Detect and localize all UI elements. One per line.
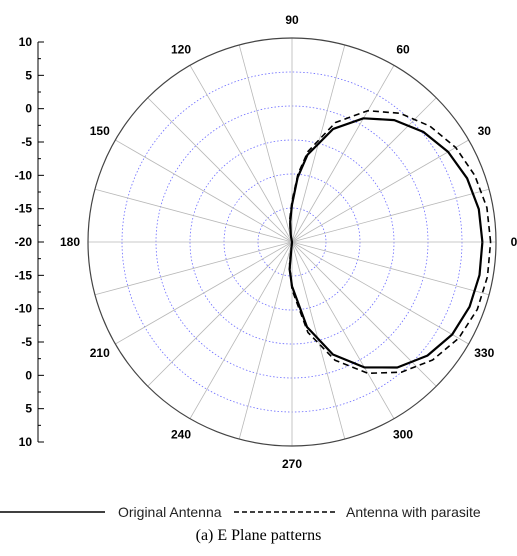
grid-spoke bbox=[291, 241, 395, 419]
legend-label-original: Original Antenna bbox=[118, 504, 222, 520]
grid-spoke bbox=[291, 97, 437, 243]
grid-spoke bbox=[291, 241, 469, 345]
angle-label: 270 bbox=[282, 457, 302, 471]
polar-grid bbox=[87, 37, 497, 447]
grid-spoke bbox=[291, 188, 490, 243]
angle-label: 60 bbox=[396, 43, 410, 57]
grid-spoke bbox=[147, 241, 293, 387]
angle-label: 210 bbox=[90, 346, 110, 360]
radial-tick-label: -15 bbox=[15, 202, 33, 216]
outer-ring bbox=[87, 37, 497, 447]
radial-tick-label: -20 bbox=[15, 235, 33, 249]
radial-tick-label: -5 bbox=[21, 135, 32, 149]
radial-tick-label: 5 bbox=[25, 68, 32, 82]
radial-tick-label: -15 bbox=[15, 268, 33, 282]
grid-spoke bbox=[238, 241, 293, 440]
angle-label: 330 bbox=[474, 346, 494, 360]
figure-caption: (a) E Plane patterns bbox=[195, 527, 322, 544]
grid-spoke bbox=[238, 44, 293, 243]
angle-label: 0 bbox=[511, 235, 517, 249]
angle-label: 150 bbox=[90, 124, 110, 138]
radial-tick-label: -10 bbox=[15, 302, 33, 316]
grid-spoke bbox=[291, 139, 469, 243]
series-line-0 bbox=[288, 117, 484, 369]
series-layer bbox=[288, 109, 492, 375]
angle-label: 120 bbox=[171, 43, 191, 57]
radial-tick-label: 10 bbox=[19, 35, 33, 49]
radial-tick-label: -10 bbox=[15, 168, 33, 182]
angle-label: 180 bbox=[60, 235, 80, 249]
legend-label-parasite: Antenna with parasite bbox=[346, 504, 481, 520]
grid-spoke bbox=[115, 139, 293, 243]
angle-label: 240 bbox=[171, 427, 191, 441]
legend-swatches bbox=[0, 511, 335, 513]
legend: Original Antenna Antenna with parasite bbox=[0, 504, 517, 524]
grid-spoke bbox=[147, 97, 293, 243]
angle-label: 90 bbox=[285, 13, 299, 27]
grid-spoke bbox=[291, 241, 437, 387]
radial-tick-label: -5 bbox=[21, 335, 32, 349]
radial-tick-label: 10 bbox=[19, 435, 33, 449]
angle-label: 30 bbox=[478, 124, 492, 138]
grid-spoke bbox=[94, 188, 293, 243]
grid-spoke bbox=[291, 241, 490, 296]
radial-tick-label: 0 bbox=[25, 102, 32, 116]
grid-spoke bbox=[189, 65, 293, 243]
grid-spoke bbox=[115, 241, 293, 345]
radial-axis: 10 5 0 -5 -10 -15 -20 -15 -10 -5 0 5 10 bbox=[15, 35, 44, 449]
grid-spoke bbox=[291, 65, 395, 243]
series-line-1 bbox=[288, 109, 492, 375]
radial-tick-label: 0 bbox=[25, 368, 32, 382]
grid-spoke bbox=[94, 241, 293, 296]
radial-tick-label: 5 bbox=[25, 402, 32, 416]
angle-label: 300 bbox=[393, 427, 413, 441]
grid-spoke bbox=[189, 241, 293, 419]
